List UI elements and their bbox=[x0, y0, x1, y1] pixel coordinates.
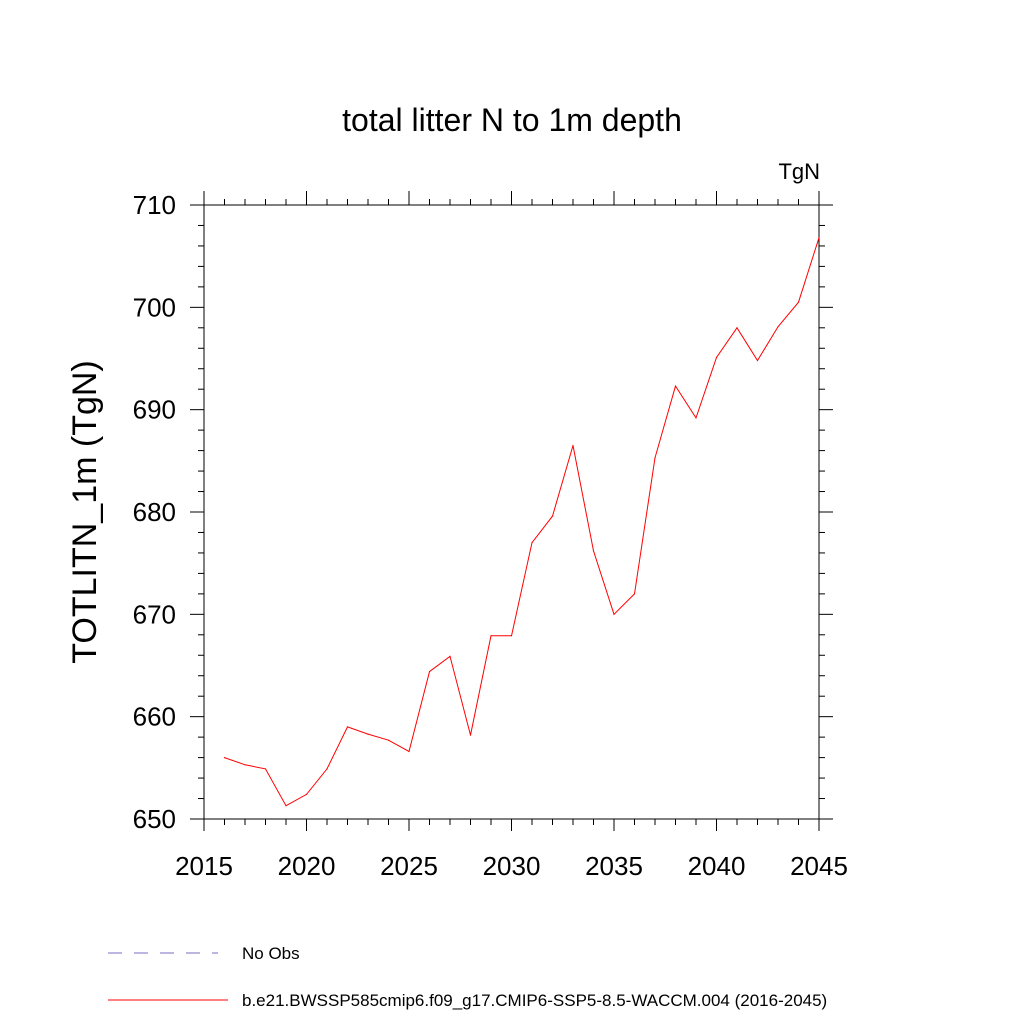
data-point bbox=[510, 635, 513, 637]
data-point bbox=[367, 733, 369, 735]
y-tick-labels: 650 660 670 680 690 700 710 bbox=[133, 190, 176, 834]
y-tick-label: 710 bbox=[133, 190, 176, 220]
data-point bbox=[633, 593, 636, 595]
data-point bbox=[449, 655, 451, 657]
data-point bbox=[674, 385, 677, 387]
data-point bbox=[305, 793, 308, 796]
data-point bbox=[326, 768, 328, 770]
data-point bbox=[797, 301, 800, 303]
series-line-0 bbox=[224, 237, 820, 807]
x-tick-label: 2035 bbox=[585, 851, 643, 881]
y-tick-label: 680 bbox=[133, 497, 176, 527]
data-point bbox=[428, 671, 431, 673]
data-point bbox=[469, 734, 472, 736]
y-axis-label: TOTLITN_1m (TgN) bbox=[66, 360, 104, 664]
data-point bbox=[592, 550, 595, 552]
data-point bbox=[285, 805, 287, 807]
data-point bbox=[244, 764, 246, 766]
series-group bbox=[223, 237, 820, 807]
legend-label-model: b.e21.BWSSP585cmip6.f09_g17.CMIP6-SSP5-8… bbox=[242, 991, 827, 1010]
data-point bbox=[408, 750, 410, 753]
data-point bbox=[346, 726, 349, 728]
data-point bbox=[736, 327, 738, 329]
chart-title: total litter N to 1m depth bbox=[342, 102, 682, 138]
legend: No Obs b.e21.BWSSP585cmip6.f09_g17.CMIP6… bbox=[108, 944, 827, 1010]
x-tick-label: 2025 bbox=[380, 851, 438, 881]
x-tick-labels: 2015 2020 2025 2030 2035 2040 2045 bbox=[175, 851, 848, 881]
data-point bbox=[223, 757, 226, 759]
x-tick-label: 2040 bbox=[688, 851, 746, 881]
x-tick-label: 2020 bbox=[278, 851, 336, 881]
y-tick-label: 690 bbox=[133, 395, 176, 425]
data-point bbox=[818, 237, 820, 239]
data-point bbox=[264, 768, 267, 770]
y-tick-label: 700 bbox=[133, 292, 176, 322]
x-tick-label: 2045 bbox=[790, 851, 848, 881]
data-point bbox=[490, 635, 492, 637]
data-point bbox=[756, 359, 759, 362]
data-point bbox=[695, 417, 697, 419]
data-point bbox=[715, 356, 718, 359]
data-point bbox=[613, 613, 615, 615]
x-tick-label: 2015 bbox=[175, 851, 233, 881]
data-point bbox=[572, 444, 574, 447]
axis-ticks bbox=[190, 191, 833, 831]
x-tick-label: 2030 bbox=[483, 851, 541, 881]
units-label: TgN bbox=[778, 159, 820, 184]
y-tick-label: 670 bbox=[133, 599, 176, 629]
data-point bbox=[551, 515, 554, 517]
legend-label-no-obs: No Obs bbox=[242, 944, 300, 963]
data-point bbox=[387, 739, 390, 741]
y-tick-label: 660 bbox=[133, 702, 176, 732]
data-point bbox=[531, 542, 533, 544]
plot-frame bbox=[203, 204, 820, 820]
data-point bbox=[654, 457, 656, 459]
y-tick-label: 650 bbox=[133, 804, 176, 834]
data-point bbox=[777, 326, 779, 328]
